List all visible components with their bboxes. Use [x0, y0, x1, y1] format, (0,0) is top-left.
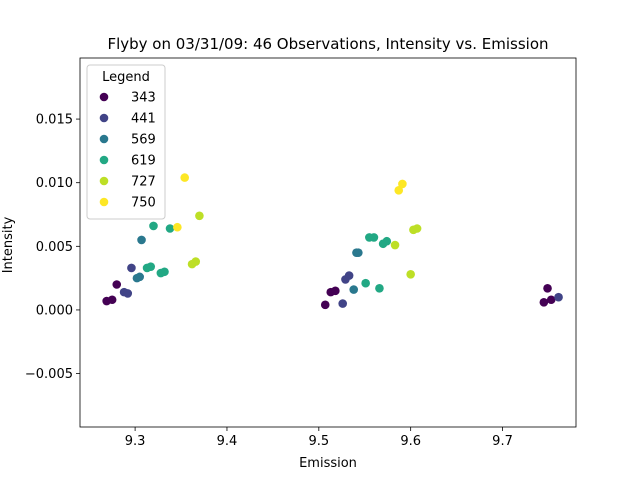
data-point: [361, 278, 370, 288]
y-tick-label: −0.005: [25, 367, 73, 382]
y-axis: −0.005 0.000 0.005 0.010 0.015: [25, 113, 80, 382]
data-point: [137, 235, 146, 245]
y-tick-label: 0.010: [36, 176, 73, 191]
data-point: [173, 222, 182, 232]
data-point: [191, 257, 201, 266]
data-point: [369, 233, 379, 242]
data-point: [539, 298, 549, 307]
x-tick-label: 9.7: [492, 434, 513, 449]
legend-marker: [99, 176, 109, 186]
y-tick-label: 0.015: [36, 113, 73, 128]
data-point: [338, 299, 348, 308]
chart-title: Flyby on 03/31/09: 46 Observations, Inte…: [107, 35, 548, 53]
y-tick-label: 0.005: [36, 240, 73, 255]
legend-marker: [99, 134, 109, 144]
series-569: [132, 235, 363, 294]
legend-label: 569: [131, 133, 156, 148]
x-tick-label: 9.5: [308, 434, 329, 449]
data-point: [146, 262, 156, 271]
legend-marker: [99, 92, 109, 102]
data-point: [123, 289, 133, 298]
data-point: [331, 286, 340, 296]
data-point: [165, 224, 175, 233]
y-tick-label: 0.000: [36, 303, 73, 318]
data-point: [406, 270, 415, 279]
legend: Legend 343 441 569 619 727 750: [86, 64, 166, 220]
data-point: [546, 295, 556, 305]
data-point: [149, 221, 158, 231]
legend-marker: [99, 197, 109, 207]
points-layer: [102, 173, 563, 310]
data-point: [382, 236, 392, 246]
legend-label: 750: [131, 196, 156, 211]
legend-marker: [99, 113, 109, 123]
data-point: [195, 211, 204, 221]
data-point: [160, 267, 169, 277]
x-axis: 9.3 9.4 9.5 9.6 9.7: [125, 427, 513, 449]
data-point: [554, 292, 563, 302]
x-axis-label: Emission: [299, 456, 357, 471]
data-point: [344, 271, 354, 280]
data-point: [107, 295, 117, 305]
legend-marker: [99, 155, 109, 165]
legend-label: 727: [131, 175, 156, 190]
data-point: [398, 179, 407, 189]
legend-label: 619: [131, 154, 156, 169]
data-point: [180, 173, 190, 182]
data-point: [354, 248, 363, 257]
data-point: [390, 240, 400, 250]
legend-label: 441: [131, 112, 156, 127]
series-343: [102, 280, 556, 310]
plot-frame: [79, 57, 577, 428]
series-441: [119, 263, 563, 308]
data-point: [135, 272, 144, 282]
series-619: [142, 221, 392, 293]
data-point: [543, 284, 552, 293]
legend-title: Legend: [102, 70, 150, 85]
x-tick-label: 9.6: [400, 434, 421, 449]
legend-label: 343: [131, 91, 156, 106]
data-point: [349, 285, 359, 294]
series-727: [187, 211, 422, 279]
x-tick-label: 9.3: [125, 434, 146, 449]
y-axis-label: Intensity: [1, 216, 16, 273]
data-point: [112, 280, 122, 289]
data-point: [394, 186, 404, 195]
data-point: [320, 300, 330, 310]
data-point: [412, 224, 422, 233]
x-tick-label: 9.4: [217, 434, 238, 449]
data-point: [375, 284, 384, 293]
series-750: [173, 173, 407, 232]
data-point: [127, 263, 136, 273]
